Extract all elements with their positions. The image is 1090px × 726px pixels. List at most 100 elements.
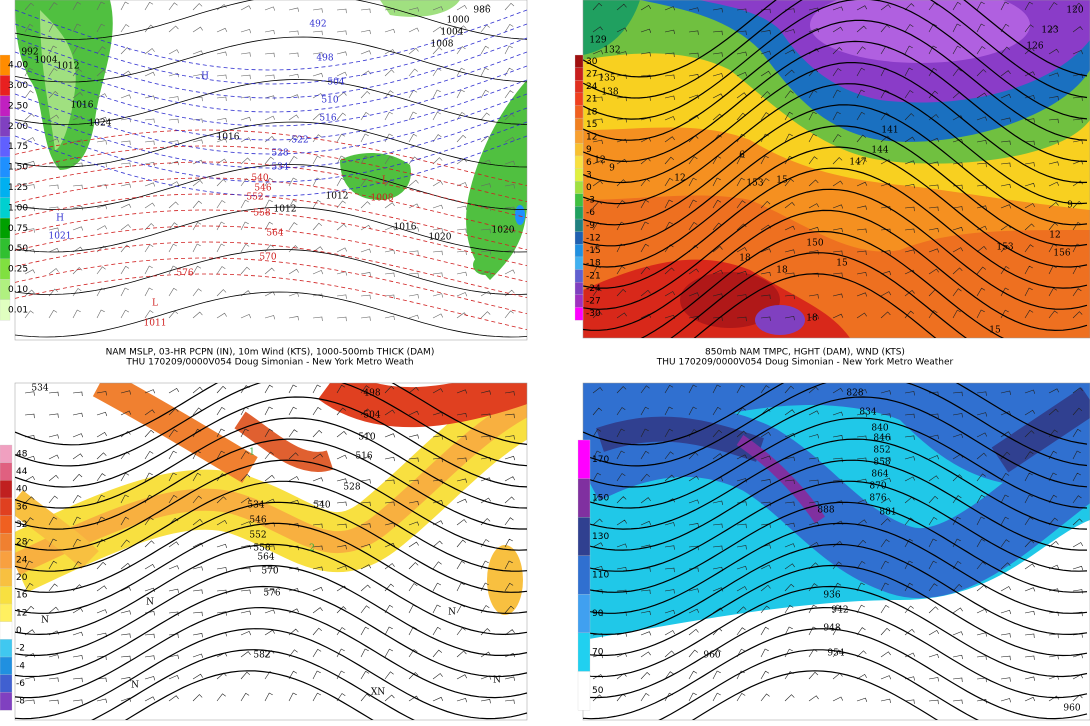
colorbar-label: 170	[592, 455, 609, 465]
map-label: 534	[271, 163, 288, 173]
colorbar-label: 27	[586, 69, 597, 79]
map-label: 153	[996, 243, 1013, 253]
map-label: 1016	[217, 133, 240, 143]
colorbar-label: -2	[16, 644, 25, 654]
colorbar-label: -12	[586, 233, 601, 243]
colorbar-label: 6	[586, 158, 592, 168]
map-label: 12	[594, 156, 605, 166]
colorbar-swatch	[577, 555, 591, 595]
colorbar-swatch	[574, 269, 584, 283]
map-label: XN	[371, 688, 385, 698]
map-label: 9	[609, 164, 615, 174]
map-label: 552	[246, 193, 263, 203]
colorbar-label: -15	[586, 246, 601, 256]
colorbar-swatch	[0, 674, 13, 693]
map-label: 576	[176, 269, 193, 279]
contour-line	[15, 79, 527, 125]
contour-line	[15, 417, 527, 509]
map-label: 120	[1066, 6, 1083, 16]
colorbar-label: 90	[592, 609, 604, 619]
contour-line	[640, 230, 1005, 338]
contour-line	[583, 383, 1088, 467]
map-layers	[583, 0, 1088, 338]
contour-line	[91, 649, 415, 720]
map-label: 15	[776, 176, 788, 186]
map-label: 144	[871, 146, 888, 156]
colorbar-label: 3.00	[8, 81, 28, 91]
colorbar-swatch	[574, 155, 584, 170]
map-label: 141	[881, 126, 898, 136]
colorbar-swatch	[574, 218, 584, 233]
contour-line	[583, 188, 1088, 310]
thickness-line	[15, 273, 527, 330]
map-frame	[14, 382, 528, 721]
map-label: 564	[257, 553, 274, 563]
colorbar-swatch	[0, 462, 13, 481]
colorbar-label: 1.25	[8, 183, 28, 193]
colorbar-label: -27	[586, 297, 601, 307]
map-label: 153	[746, 179, 763, 189]
map-label: N	[493, 676, 501, 686]
colorbar-swatch	[574, 67, 584, 81]
map-layers	[15, 383, 527, 720]
colorbar-label: 44	[16, 467, 28, 477]
contour-line	[583, 396, 1088, 488]
contour-line	[583, 104, 1088, 226]
map-label: 948	[823, 624, 840, 634]
contour-line	[15, 522, 527, 614]
map-label: 582	[253, 651, 270, 661]
colorbar-label: 20	[16, 573, 28, 583]
contour-line	[583, 480, 1088, 572]
wind-barbs	[592, 384, 1084, 705]
contour-line	[583, 417, 1088, 509]
colorbar-swatch	[574, 105, 584, 119]
map-label: L	[382, 176, 388, 186]
colorbar-swatch	[0, 568, 13, 587]
map-label: 132	[603, 46, 620, 56]
colorbar-swatch	[574, 181, 584, 195]
map-label: 18	[776, 266, 788, 276]
map-label: 528	[343, 483, 360, 493]
thickness-line	[15, 145, 527, 202]
precip-fill	[15, 0, 527, 340]
map-label: 492	[309, 20, 326, 30]
map-label: L	[152, 299, 158, 309]
colorbar-swatch	[574, 130, 584, 144]
map-label: 534	[247, 501, 264, 511]
contour-line	[15, 0, 527, 40]
caption: 850mb NAM TMPC, HGHT (DAM), WND (KTS)	[705, 348, 905, 358]
map-label: 846	[873, 434, 890, 444]
colorbar-label: -18	[586, 259, 601, 269]
colorbar-label: 1.00	[8, 203, 28, 213]
contour-line	[15, 249, 527, 295]
map-label: 558	[253, 209, 270, 219]
colorbar-swatch	[577, 671, 591, 711]
map-label: 126	[1026, 42, 1043, 52]
colorbar-label: 24	[16, 555, 28, 565]
contour-line	[15, 383, 527, 446]
contour-line	[583, 62, 1088, 184]
colorbar-swatch	[577, 594, 591, 634]
colorbar-label: 1.75	[8, 142, 28, 152]
contour-line	[583, 606, 1088, 699]
contour-line	[693, 273, 937, 338]
map-label: 12	[1049, 231, 1060, 241]
map-label: 516	[355, 452, 372, 462]
colorbar-swatch	[574, 54, 584, 69]
contour-line	[15, 564, 527, 656]
map-label: 516	[319, 114, 336, 124]
contour-line	[583, 146, 1088, 268]
contour-line	[15, 396, 527, 488]
map-label: 510	[358, 433, 375, 443]
colorbar-swatch	[0, 692, 13, 711]
colorbar-swatch	[577, 632, 591, 672]
colorbar-label: 0	[16, 626, 22, 636]
map-label: 546	[254, 184, 271, 194]
map-label: 147	[849, 158, 866, 168]
thickness-line	[15, 241, 527, 298]
thickness-line	[15, 209, 527, 266]
thickness-line	[15, 257, 527, 314]
map-label: 570	[259, 253, 276, 263]
contour-line	[583, 564, 1088, 657]
colorbar-label: -3	[586, 196, 595, 206]
